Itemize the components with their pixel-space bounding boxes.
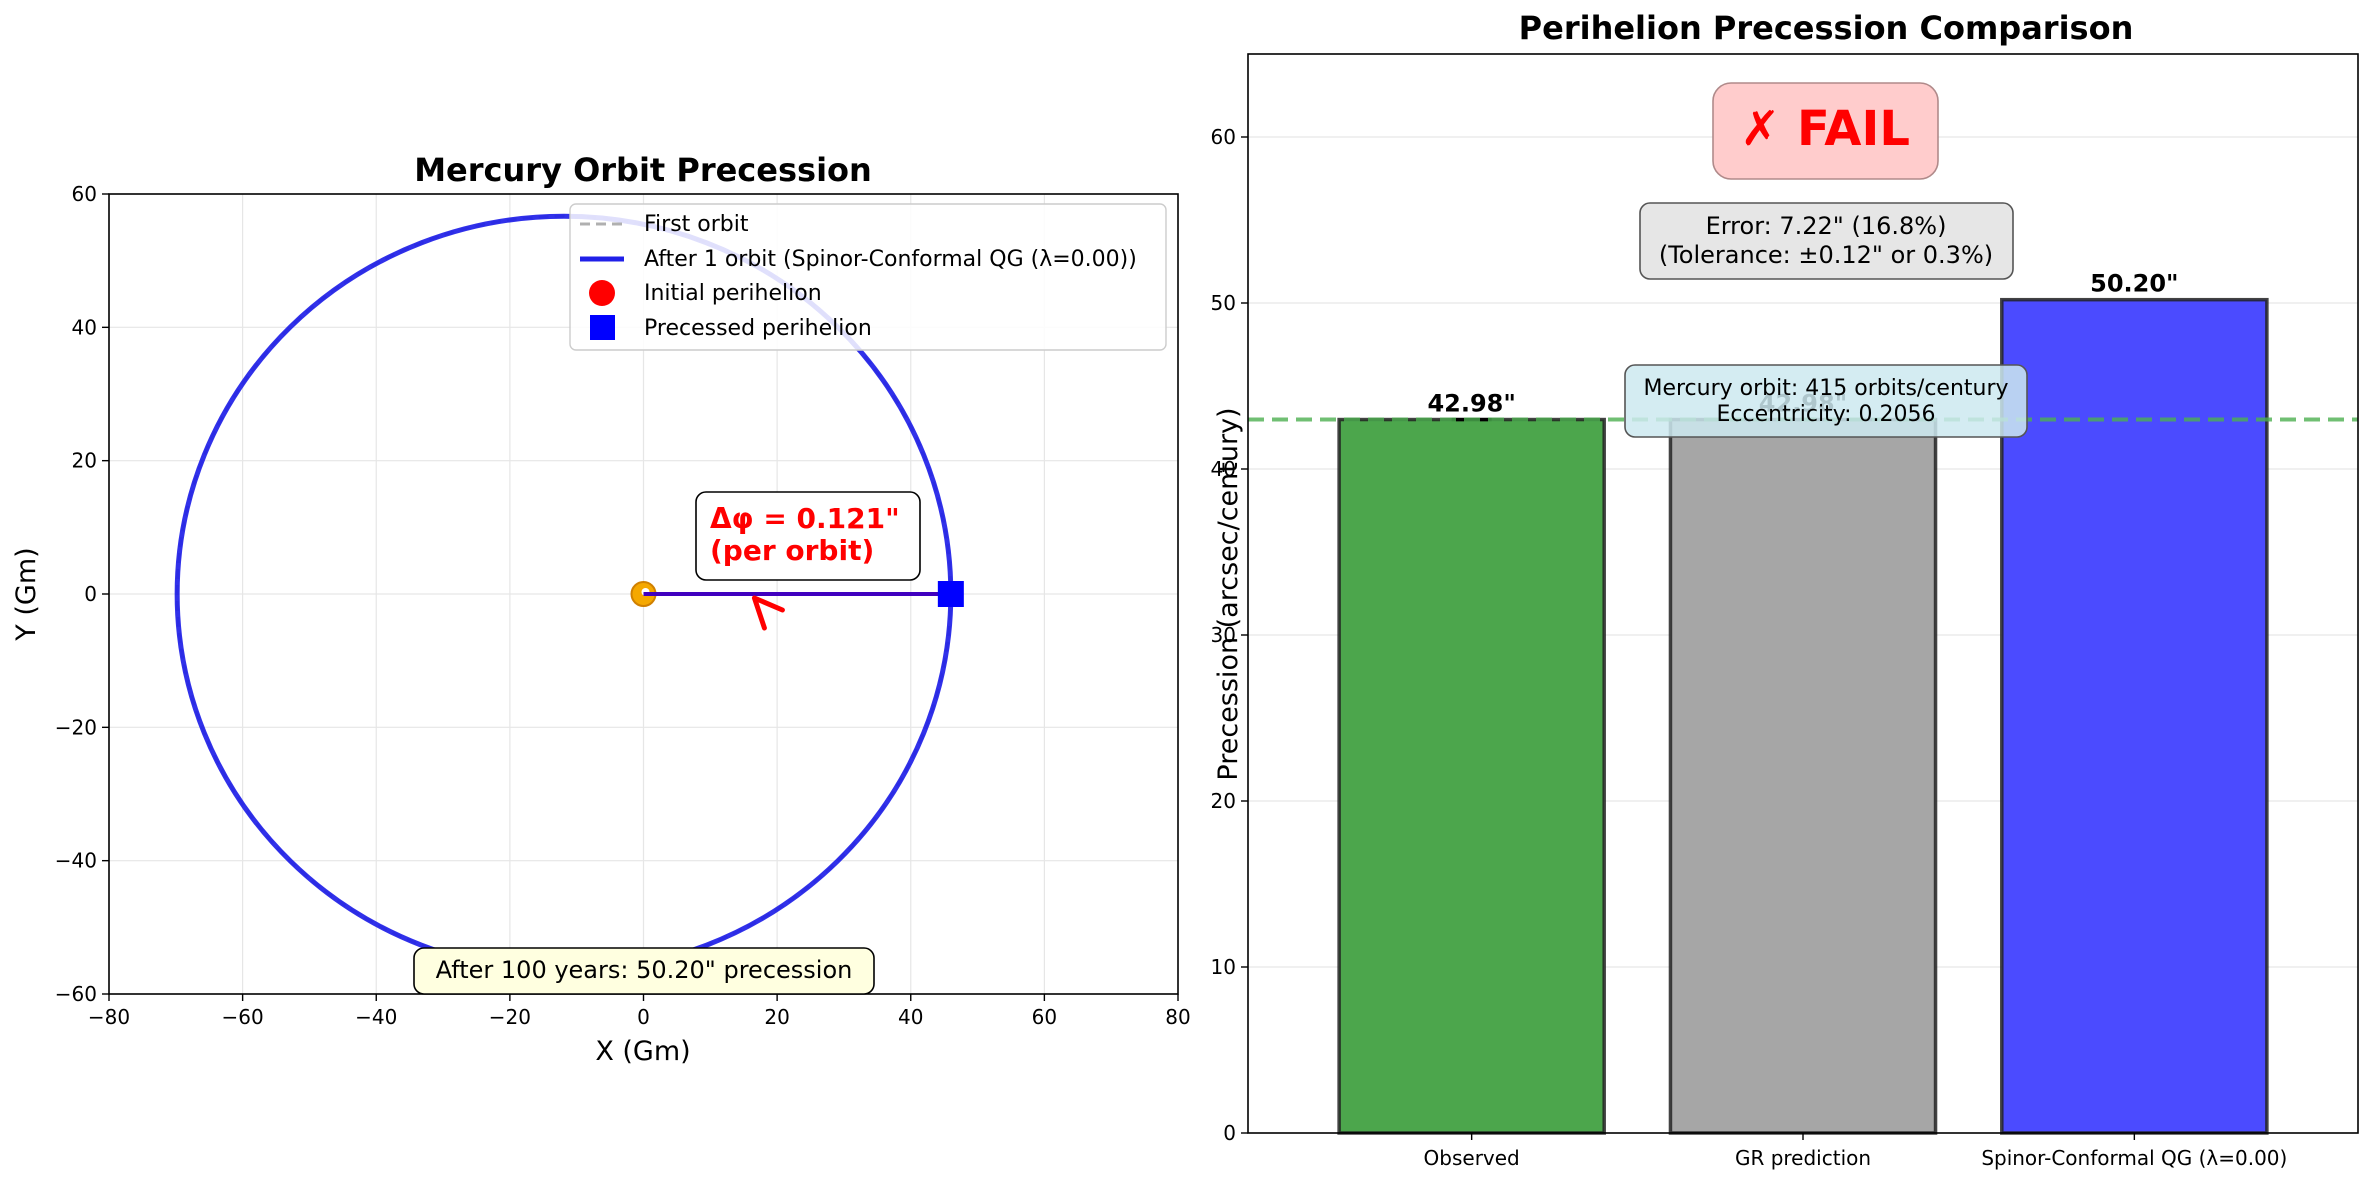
legend-initial-perihelion-marker — [589, 280, 615, 306]
text-line: (Tolerance: ±0.12" or 0.3%) — [1659, 241, 1993, 269]
orbit-x-axis-label: X (Gm) — [595, 1036, 690, 1067]
comparison-ticks: 0 10 20 30 40 50 60 Observed GR prediction Spinor… — [1211, 125, 2288, 1170]
orbit-y-tick-label: −20 — [55, 715, 97, 739]
text-line: Eccentricity: 0.2056 — [1717, 402, 1936, 427]
delta-phi-box — [695, 491, 921, 581]
orbit-plot-area — [174, 213, 964, 975]
orbit-x-tick-label: 60 — [1032, 1005, 1057, 1029]
error-text: Error: 7.22" (16.8%) (Tolerance: ±0.12" o… — [1659, 212, 1993, 269]
error-annotation: Error: 7.22" (16.8%) (Tolerance: ±0.12" o… — [1639, 202, 2014, 280]
orbit-x-tick-label: 20 — [764, 1005, 789, 1029]
text-line: Mercury orbit: 415 orbits/century — [1643, 376, 2008, 401]
text-line: Error: 7.22" (16.8%) — [1706, 212, 1947, 240]
precession-footer-box — [413, 947, 875, 995]
comparison-y-tick-label: 50 — [1211, 291, 1236, 315]
orbit-legend: First orbit After 1 orbit (Spinor-Confor… — [569, 203, 1167, 351]
legend-first-orbit-label: First orbit — [644, 212, 749, 237]
bar-value-label: 50.20" — [2090, 270, 2178, 298]
orbit-x-tick-label: 40 — [898, 1005, 923, 1029]
error-box — [1639, 202, 2014, 280]
legend-precessed-perihelion-label: Precessed perihelion — [644, 316, 872, 341]
fail-badge-text: ✗ FAIL — [1740, 101, 1910, 157]
orbit-x-tick-label: −60 — [222, 1005, 264, 1029]
orbit-y-tick-label: 60 — [72, 182, 97, 206]
orbit-y-tick-label: −60 — [55, 982, 97, 1006]
orbit-info-annotation: Mercury orbit: 415 orbits/century Eccentr… — [1624, 364, 2028, 438]
comparison-y-tick-label: 40 — [1211, 457, 1236, 481]
delta-phi-arrow — [751, 595, 785, 631]
comparison-panel: 42.98"42.98"50.20" 0102030405060Observed… — [1211, 9, 2359, 1170]
orbit-legend-frame — [569, 203, 1167, 351]
comparison-y-axis-label: Precession (arcsec/century) — [1213, 407, 1244, 780]
comparison-y-tick-label: 0 — [1223, 1121, 1236, 1145]
precessed-perihelion-marker — [937, 581, 964, 607]
bar-1 — [1668, 417, 1938, 1135]
orbit-x-tick-label: −80 — [88, 1005, 130, 1029]
orbit-chart-title: Mercury Orbit Precession — [414, 151, 872, 189]
comparison-y-tick-label: 20 — [1211, 789, 1236, 813]
orbit-y-tick-label: 0 — [84, 582, 97, 606]
text-line: Δφ = 0.121" — [710, 502, 900, 535]
comparison-x-tick-label: Spinor-Conformal QG (λ=0.00) — [1981, 1146, 2287, 1170]
orbit-x-tick-label: −20 — [489, 1005, 531, 1029]
delta-phi-annotation: Δφ = 0.121" (per orbit) — [695, 491, 921, 581]
comparison-y-tick-label: 30 — [1211, 623, 1236, 647]
delta-phi-label: Δφ = 0.121" (per orbit) — [710, 502, 900, 567]
legend-after-orbit-label: After 1 orbit (Spinor-Conformal QG (λ=0.… — [644, 247, 1137, 272]
orbit-x-tick-label: 0 — [637, 1005, 650, 1029]
comparison-y-tick-label: 10 — [1211, 955, 1236, 979]
bar-0 — [1337, 417, 1606, 1135]
orbit-y-tick-label: −40 — [55, 849, 97, 873]
orbit-x-tick-label: −40 — [355, 1005, 397, 1029]
text-line: (per orbit) — [710, 534, 874, 567]
comparison-x-tick-label: Observed — [1424, 1146, 1520, 1170]
bar-2 — [2000, 297, 2269, 1135]
orbit-y-tick-label: 20 — [72, 449, 97, 473]
orbit-info-text: Mercury orbit: 415 orbits/century Eccentr… — [1643, 376, 2008, 427]
legend-initial-perihelion-label: Initial perihelion — [644, 281, 822, 306]
precession-footer-text: After 100 years: 50.20" precession — [436, 956, 853, 984]
comparison-y-tick-label: 60 — [1211, 125, 1236, 149]
orbit-y-axis-label: Y (Gm) — [11, 547, 42, 641]
orbit-y-tick-label: 40 — [72, 315, 97, 339]
precession-footer: After 100 years: 50.20" precession — [413, 947, 875, 995]
bar-value-label: 42.98" — [1427, 390, 1515, 418]
orbit-info-box — [1624, 364, 2028, 438]
fail-badge-box — [1712, 82, 1939, 180]
fail-badge: ✗ FAIL — [1712, 82, 1939, 180]
comparison-x-tick-label: GR prediction — [1735, 1146, 1871, 1170]
comparison-chart-title: Perihelion Precession Comparison — [1519, 9, 2134, 47]
orbit-x-tick-label: 80 — [1165, 1005, 1190, 1029]
legend-precessed-perihelion-marker — [590, 315, 615, 340]
